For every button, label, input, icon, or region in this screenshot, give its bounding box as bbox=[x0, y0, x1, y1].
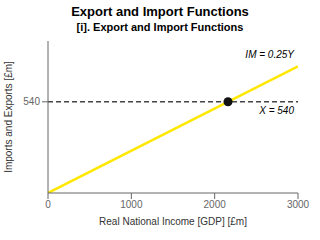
html-text:Export and Import Functions: Export and Import Functions bbox=[71, 4, 249, 19]
svg-text:IM = 0.25Y: IM = 0.25Y bbox=[245, 49, 295, 60]
svg-text:X = 540: X = 540 bbox=[258, 105, 294, 116]
html-text:[i]. Export and Import Functio: [i]. Export and Import Functions bbox=[76, 21, 244, 33]
svg-text:3000: 3000 bbox=[287, 199, 310, 210]
svg-text:2000: 2000 bbox=[204, 199, 227, 210]
svg-text:Imports and Exports [£m]: Imports and Exports [£m] bbox=[8, 61, 14, 173]
svg-text:Real National Income [GDP] [£m: Real National Income [GDP] [£m] bbox=[99, 216, 247, 227]
svg-text:540: 540 bbox=[23, 96, 40, 107]
svg-text:0: 0 bbox=[45, 199, 51, 210]
svg-text:1000: 1000 bbox=[120, 199, 143, 210]
